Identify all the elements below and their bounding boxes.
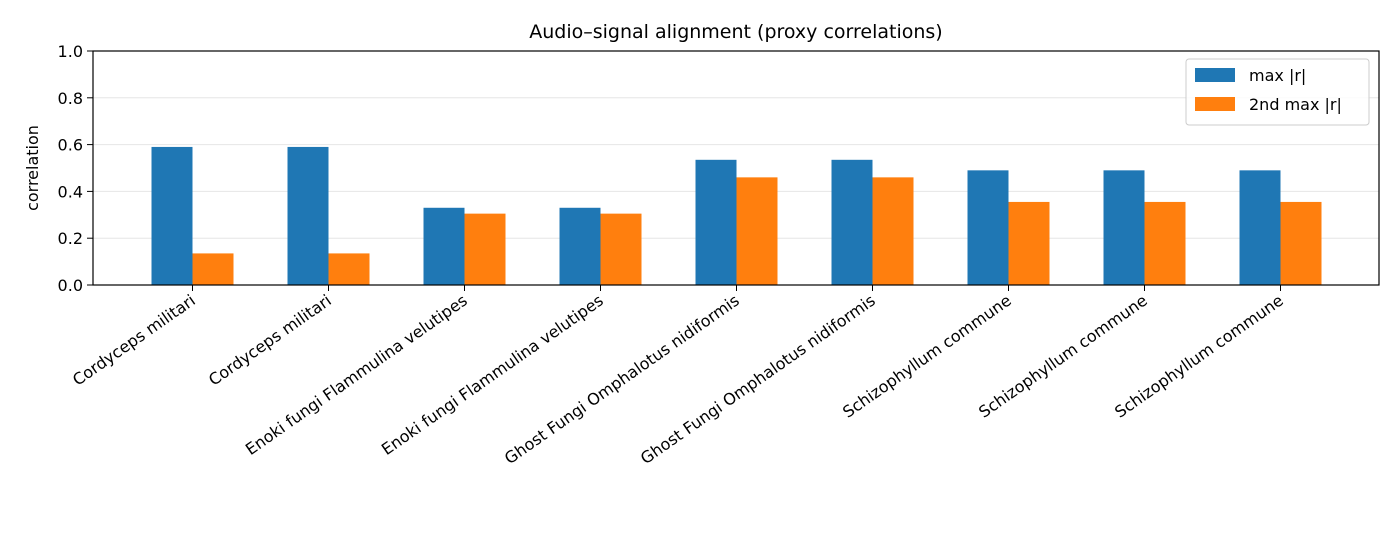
bar-max-r <box>151 146 193 285</box>
x-tick-label: Enoki fungi Flammulina velutipes <box>242 291 471 459</box>
bar-2nd-max-r <box>192 253 234 285</box>
y-tick-label: 1.0 <box>58 42 83 61</box>
bar-2nd-max-r <box>464 213 506 285</box>
y-axis: 0.0 0.2 0.4 0.6 0.8 1.0 <box>58 42 93 295</box>
y-tick-label: 0.2 <box>58 229 83 248</box>
bar-2nd-max-r <box>600 213 642 285</box>
legend-swatch <box>1195 97 1235 111</box>
x-tick-label: Ghost Fungi Omphalotus nidiformis <box>637 291 879 468</box>
bar-2nd-max-r <box>1144 201 1186 285</box>
legend-swatch <box>1195 68 1235 82</box>
bar-2nd-max-r <box>1008 201 1050 285</box>
bar-max-r <box>831 159 873 285</box>
bar-2nd-max-r <box>328 253 370 285</box>
legend-label: 2nd max |r| <box>1249 95 1342 114</box>
legend-label: max |r| <box>1249 66 1306 85</box>
bar-2nd-max-r <box>1280 201 1322 285</box>
x-tick-label: Cordyceps militari <box>205 291 335 390</box>
x-axis: Cordyceps militari Cordyceps militariEnok… <box>69 285 1287 468</box>
x-tick-label: Cordyceps militari <box>69 291 199 390</box>
y-axis-label: correlation <box>23 125 42 211</box>
bar-max-r <box>1103 170 1145 285</box>
legend: max |r| 2nd max |r| <box>1185 58 1370 126</box>
bar-max-r <box>423 207 465 285</box>
y-tick-label: 0.0 <box>58 276 83 295</box>
bar-max-r <box>695 159 737 285</box>
bar-max-r <box>967 170 1009 285</box>
y-tick-label: 0.8 <box>58 89 83 108</box>
bar-2nd-max-r <box>736 177 778 285</box>
bar-2nd-max-r <box>872 177 914 285</box>
bars <box>151 146 1322 285</box>
bar-max-r <box>287 146 329 285</box>
x-tick-label: Enoki fungi Flammulina velutipes <box>378 291 607 459</box>
x-tick-label: Ghost Fungi Omphalotus nidiformis <box>501 291 743 468</box>
bar-max-r <box>1239 170 1281 285</box>
bar-max-r <box>559 207 601 285</box>
y-tick-label: 0.6 <box>58 136 83 155</box>
y-tick-label: 0.4 <box>58 182 83 201</box>
chart-title: Audio–signal alignment (proxy correlatio… <box>529 21 942 43</box>
